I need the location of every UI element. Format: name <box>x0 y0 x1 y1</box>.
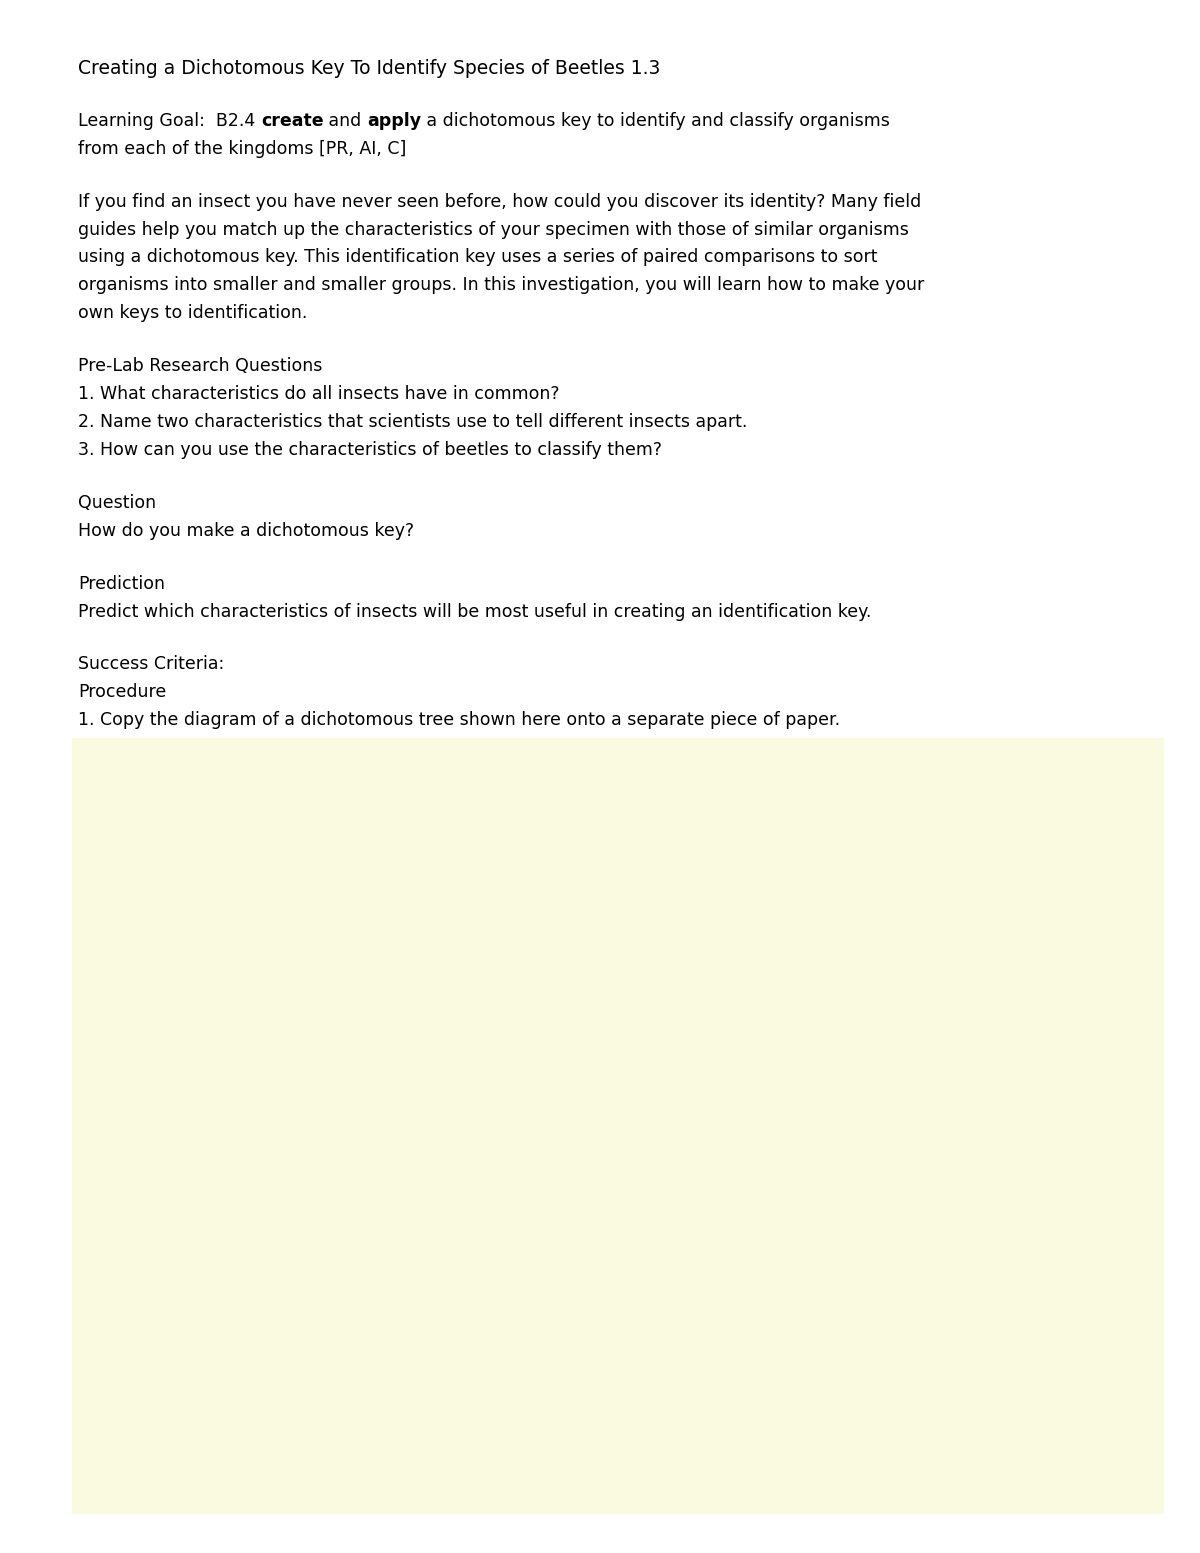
FancyBboxPatch shape <box>826 941 989 1031</box>
FancyBboxPatch shape <box>826 1034 989 1124</box>
Text: group 8: group 8 <box>878 885 937 901</box>
Text: group 10: group 10 <box>874 1072 942 1087</box>
Text: group 14: group 14 <box>874 1429 942 1444</box>
FancyBboxPatch shape <box>533 1165 691 1258</box>
FancyBboxPatch shape <box>826 1117 989 1205</box>
FancyBboxPatch shape <box>533 1359 691 1452</box>
FancyBboxPatch shape <box>314 1252 473 1350</box>
Text: If you find an insect you have never seen before, how could you discover its ide: If you find an insect you have never see… <box>78 193 922 211</box>
FancyBboxPatch shape <box>826 1205 989 1295</box>
Text: from each of the kingdoms [PR, AI, C]: from each of the kingdoms [PR, AI, C] <box>78 140 407 158</box>
Text: All
beetles: All beetles <box>166 1110 229 1141</box>
Text: group 5: group 5 <box>583 1204 642 1219</box>
Text: Pre-Lab Research Questions: Pre-Lab Research Questions <box>78 357 323 376</box>
Text: group 11: group 11 <box>874 1154 942 1168</box>
Text: group 4: group 4 <box>583 1030 642 1044</box>
Text: 3. How can you use the characteristics of beetles to classify them?: 3. How can you use the characteristics o… <box>78 441 662 460</box>
Text: Learning Goal:  B2.4: Learning Goal: B2.4 <box>78 112 260 130</box>
FancyBboxPatch shape <box>826 848 989 938</box>
Text: 2. Name two characteristics that scientists use to tell different insects apart.: 2. Name two characteristics that scienti… <box>78 413 748 432</box>
Text: group 3: group 3 <box>583 836 642 849</box>
FancyBboxPatch shape <box>826 1295 989 1384</box>
FancyBboxPatch shape <box>314 902 473 1000</box>
Text: group 2: group 2 <box>365 1294 424 1308</box>
Text: Predict which characteristics of insects will be most useful in creating an iden: Predict which characteristics of insects… <box>78 603 871 621</box>
Text: group 1: group 1 <box>365 944 424 958</box>
Text: 1. Copy the diagram of a dichotomous tree shown here onto a separate piece of pa: 1. Copy the diagram of a dichotomous tre… <box>78 711 840 730</box>
Text: How do you make a dichotomous key?: How do you make a dichotomous key? <box>78 522 414 540</box>
FancyBboxPatch shape <box>533 991 691 1084</box>
Text: group 12: group 12 <box>874 1242 942 1258</box>
Text: Prediction: Prediction <box>78 575 166 593</box>
Text: Creating a Dichotomous Key To Identify Species of Beetles 1.3: Creating a Dichotomous Key To Identify S… <box>78 59 660 78</box>
FancyBboxPatch shape <box>826 739 989 829</box>
Text: and: and <box>323 112 367 130</box>
Text: group 6: group 6 <box>583 1398 642 1413</box>
Text: apply: apply <box>367 112 421 130</box>
Text: 1. What characteristics do all insects have in common?: 1. What characteristics do all insects h… <box>78 385 559 404</box>
Text: Success Criteria:: Success Criteria: <box>78 655 224 674</box>
Text: Procedure: Procedure <box>78 683 167 702</box>
Text: a dichotomous key to identify and classify organisms: a dichotomous key to identify and classi… <box>421 112 890 130</box>
Text: group 9: group 9 <box>878 978 937 994</box>
Text: create: create <box>260 112 323 130</box>
FancyBboxPatch shape <box>119 1068 277 1183</box>
Text: own keys to identification.: own keys to identification. <box>78 304 307 323</box>
Text: organisms into smaller and smaller groups. In this investigation, you will learn: organisms into smaller and smaller group… <box>78 276 924 295</box>
Text: group 13: group 13 <box>874 1332 942 1346</box>
FancyBboxPatch shape <box>533 795 691 888</box>
FancyBboxPatch shape <box>826 1391 989 1482</box>
Text: Question: Question <box>78 494 156 512</box>
Text: guides help you match up the characteristics of your specimen with those of simi: guides help you match up the characteris… <box>78 221 908 239</box>
Text: group 7: group 7 <box>878 776 937 792</box>
Text: using a dichotomous key. This identification key uses a series of paired compari: using a dichotomous key. This identifica… <box>78 248 877 267</box>
